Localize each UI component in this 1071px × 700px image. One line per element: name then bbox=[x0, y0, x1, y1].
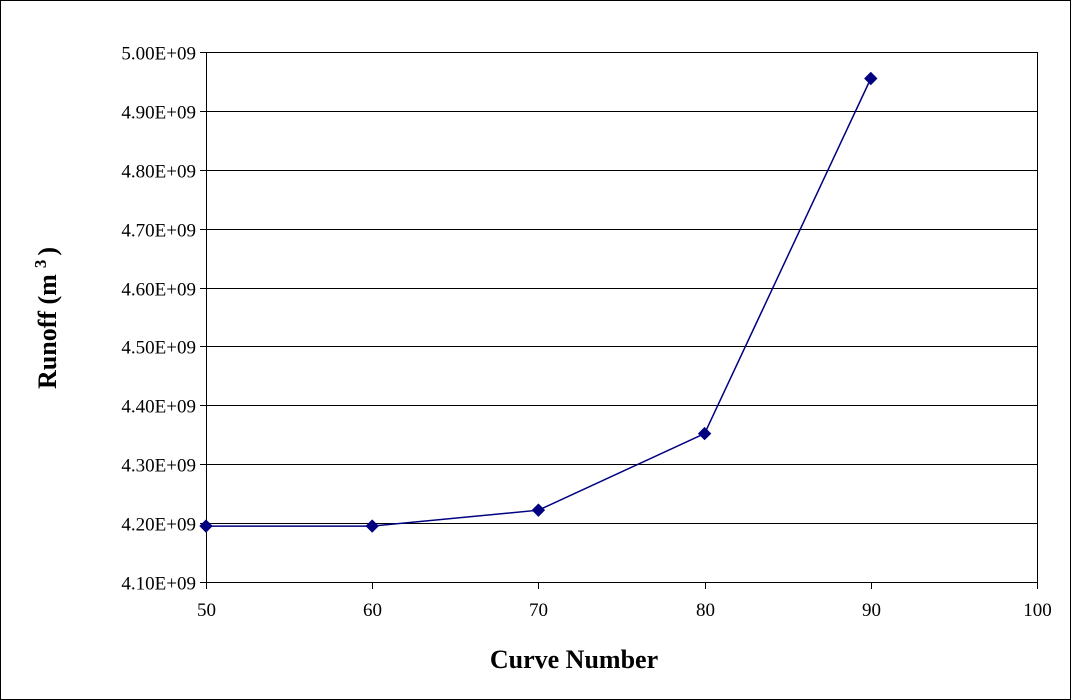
gridlines bbox=[206, 52, 1037, 524]
x-tick-label: 90 bbox=[862, 600, 881, 621]
y-tick-label: 4.50E+09 bbox=[121, 338, 196, 359]
x-tick-label: 50 bbox=[197, 600, 216, 621]
y-tick-label: 4.40E+09 bbox=[121, 397, 196, 418]
y-tick-label: 4.20E+09 bbox=[121, 515, 196, 536]
y-tick-label: 4.30E+09 bbox=[121, 456, 196, 477]
axes bbox=[200, 52, 1038, 589]
y-axis-title: Runoff (m 3) bbox=[31, 247, 62, 389]
data-point-marker bbox=[864, 71, 878, 86]
y-tick-label: 5.00E+09 bbox=[121, 44, 196, 65]
series bbox=[199, 71, 878, 533]
x-tick-label: 80 bbox=[696, 600, 715, 621]
data-point-marker bbox=[531, 503, 546, 517]
tick-labels: 4.10E+09 4.20E+09 4.30E+09 4.40E+09 4.50E+09… bbox=[121, 44, 1051, 622]
x-axis-title: Curve Number bbox=[490, 645, 658, 674]
y-axis-title-main: Runoff (m bbox=[33, 274, 62, 389]
y-tick-label: 4.70E+09 bbox=[121, 221, 196, 242]
y-tick-label: 4.60E+09 bbox=[121, 280, 196, 301]
y-axis-title-sup: 3 bbox=[31, 260, 50, 269]
data-point-marker bbox=[199, 519, 213, 533]
y-tick-label: 4.90E+09 bbox=[121, 103, 196, 124]
data-point-marker bbox=[697, 426, 712, 441]
x-tick-label: 60 bbox=[363, 600, 382, 621]
y-tick-label: 4.80E+09 bbox=[121, 162, 196, 183]
data-point-marker bbox=[365, 519, 379, 533]
y-tick-label: 4.10E+09 bbox=[121, 574, 196, 595]
y-axis-title-close: ) bbox=[33, 247, 62, 256]
x-tick-label: 70 bbox=[529, 600, 548, 621]
x-tick-label: 100 bbox=[1023, 600, 1052, 621]
